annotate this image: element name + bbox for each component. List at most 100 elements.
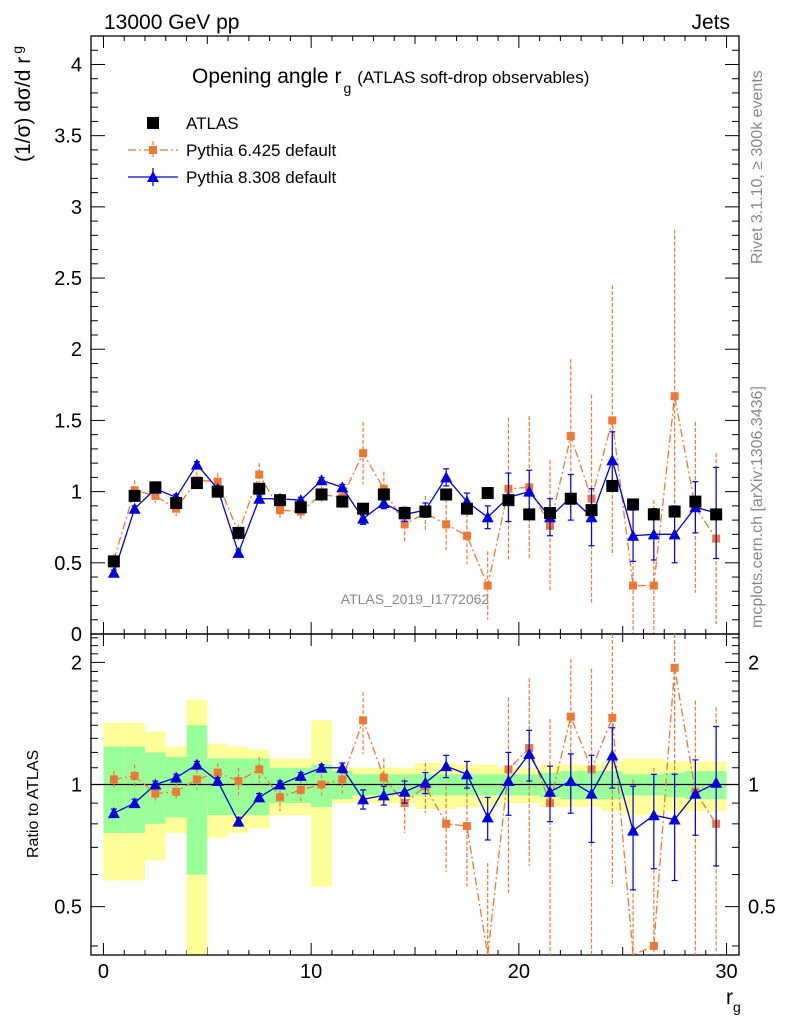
chart-title-main: Opening angle r [192,65,341,88]
ratio-band-inner [103,746,125,833]
atlas-point [190,477,203,490]
py6-point [566,432,575,441]
py8-ratio-point [481,811,494,823]
main-ylabel-text: (1/σ) dσ/d r [12,57,35,162]
py6-point [151,491,160,500]
main-ylabel-sub: g [9,46,25,54]
ratio-panel: 0.5 0.5 1 1 2 2 [54,633,776,956]
py6-ratio-point [172,787,181,796]
py6-ratio-point [213,768,222,777]
py8-ratio-point [544,785,556,797]
py6-ratio-point [151,789,160,798]
py6-ratio-point [649,941,658,950]
main-y-tick-label: 3.5 [54,126,82,148]
atlas-point [627,498,640,511]
py6-ratio-point [379,773,388,782]
atlas-point [606,479,619,492]
py8-ratio-point [419,776,432,788]
py8-ratio-point [523,747,536,759]
py8-ratio-point [211,775,224,787]
ratio-y-tick-label-right: 0.5 [748,897,776,919]
atlas-point [315,488,328,501]
ratio-y-tick-label: 0.5 [54,897,82,919]
main-y-tick-label: 2.5 [54,268,82,290]
ratio-ylabel: Ratio to ATLAS [25,750,42,858]
chart-title-suffix: (ATLAS soft-drop observables) [357,68,589,87]
py8-point [668,528,681,540]
ratio-y-tick-label-right: 1 [748,775,759,797]
legend-py6-marker [149,146,157,154]
py6-ratio-point [234,777,243,786]
py6-ratio-point [566,712,575,721]
legend-py8-marker [147,171,159,182]
py6-ratio-point [608,713,617,722]
py8-ratio-point [170,771,183,783]
py6-point [670,392,679,401]
atlas-point [149,481,162,494]
atlas-point [274,494,286,507]
py8-point [377,497,390,509]
atlas-point [544,506,556,519]
py8-ratio-point [357,793,370,805]
py8-ratio-point [647,809,660,821]
py8-ratio-point [585,787,598,799]
py8-point [357,512,370,524]
ratio-y-tick-label-right: 2 [748,652,759,674]
py8-point [606,454,619,466]
py8-point [107,566,120,578]
py8-point [232,546,245,558]
x-tick-label: 0 [98,961,109,983]
py6-ratio-point [276,793,284,802]
py8-ratio-point [668,813,681,825]
py8-ratio-line [113,752,717,832]
atlas-point [357,502,370,515]
py6-ratio-point [296,785,305,794]
py6-ratio-point [670,663,679,672]
chart-title: Opening angle r g (ATLAS soft-drop observa… [192,65,589,96]
py6-ratio-point [317,780,326,789]
rivet-version-label: Rivet 3.1.10, ≥ 300k events [749,70,766,264]
py8-ratio-point [253,791,266,803]
ratio-band-inner [207,758,229,816]
py6-point [400,520,409,529]
py6-ratio-point [462,822,471,831]
xlabel-text: r [726,986,733,1009]
py8-point [481,511,494,523]
py8-ratio-point [232,815,245,827]
atlas-point [336,495,349,508]
atlas-point [377,488,390,501]
atlas-point [585,504,598,517]
main-y-tick-label: 4 [71,54,82,76]
legend-atlas-marker [147,117,159,129]
atlas-point [107,555,120,568]
py8-ratio-point [274,778,286,790]
py8-ratio-point [460,768,473,780]
py8-ratio-point [315,761,328,773]
atlas-point [564,492,577,505]
py6-point [483,581,492,590]
py8-point [585,511,598,523]
ratio-band-inner [165,756,187,818]
py8-ratio-point [190,758,203,770]
py8-ratio-point [336,761,349,773]
py8-line [113,458,717,573]
main-y-tick-label: 0.5 [54,553,82,575]
py6-point [649,581,658,590]
py8-ratio-point [294,769,307,781]
py8-ratio-point [689,787,702,799]
atlas-point [523,508,536,521]
atlas-point [647,508,660,521]
atlas-point [253,482,266,495]
header-right: Jets [691,11,730,34]
atlas-point [211,485,224,498]
py6-point [462,531,471,540]
py8-ratio-point [606,749,619,761]
py6-ratio-point [130,771,139,780]
py6-ratio-point [255,765,264,774]
atlas-point [398,506,411,519]
atlas-point [128,489,141,502]
py6-ratio-point [192,775,201,784]
ratio-band-inner [124,746,145,833]
py8-point [523,485,536,497]
